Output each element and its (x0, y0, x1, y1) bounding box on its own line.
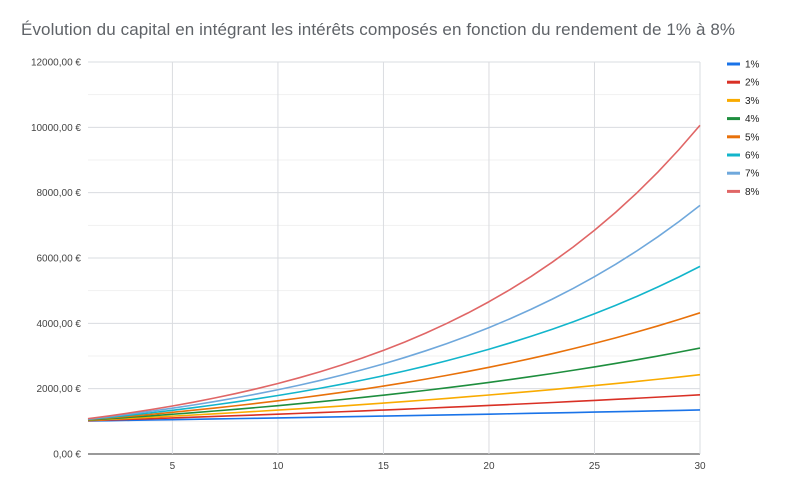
y-tick-label: 8000,00 € (37, 188, 82, 199)
x-tick-label: 30 (694, 461, 706, 472)
legend-label-3: 4% (745, 114, 760, 125)
y-tick-label: 10000,00 € (31, 123, 81, 134)
x-tick-label: 15 (378, 461, 390, 472)
series-line-4 (87, 312, 701, 421)
x-tick-label: 25 (589, 461, 601, 472)
y-tick-label: 12000,00 € (31, 58, 81, 69)
series-line-3 (87, 347, 701, 421)
y-tick-label: 6000,00 € (37, 254, 82, 265)
y-tick-label: 4000,00 € (37, 319, 82, 330)
series-line-1 (87, 394, 701, 422)
y-tick-label: 0,00 € (53, 450, 81, 461)
grid-lines (88, 61, 701, 455)
series-lines (87, 124, 701, 422)
axes: 0,00 € 2000,00 € 4000,00 € 6000,00 € 8000,00… (31, 58, 706, 473)
series-line-0 (87, 409, 701, 422)
legend-label-1: 2% (745, 78, 760, 89)
legend-label-2: 3% (745, 96, 760, 107)
x-tick-label: 20 (483, 461, 495, 472)
series-line-6 (87, 204, 701, 420)
chart-title: Évolution du capital en intégrant les in… (21, 20, 736, 39)
series-line-2 (87, 373, 701, 422)
legend-label-0: 1% (745, 60, 760, 71)
y-tick-label: 2000,00 € (37, 384, 82, 395)
legend-label-6: 7% (745, 169, 760, 180)
x-tick-label: 5 (170, 461, 176, 472)
legend-label-5: 6% (745, 151, 760, 162)
legend: 1% 2% 3% 4% 5% 6% 7% 8% (727, 60, 760, 198)
series-line-5 (87, 265, 701, 421)
series-line-7 (87, 124, 701, 420)
legend-label-4: 5% (745, 132, 760, 143)
x-tick-label: 10 (272, 461, 284, 472)
legend-label-7: 8% (745, 187, 760, 198)
